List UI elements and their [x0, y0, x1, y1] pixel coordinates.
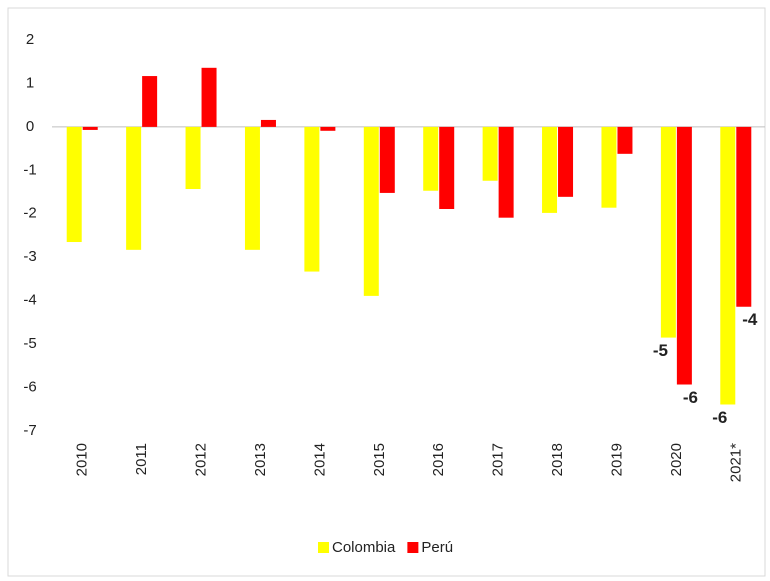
y-tick-label: 2	[26, 31, 34, 48]
x-tick-label: 2015	[371, 443, 388, 476]
bar	[736, 126, 752, 307]
x-tick-label: 2013	[252, 443, 269, 476]
y-tick-label: 0	[26, 118, 34, 135]
bar	[82, 126, 98, 130]
bar	[423, 126, 439, 191]
data-label: -4	[742, 310, 758, 329]
x-tick-label: 2017	[490, 443, 507, 476]
y-tick-label: -2	[23, 205, 36, 222]
y-tick-label: -3	[23, 248, 36, 265]
x-tick-label: 2012	[193, 443, 210, 476]
bar	[617, 126, 633, 154]
chart-frame	[7, 7, 766, 577]
bar	[304, 126, 320, 272]
legend-label: Perú	[421, 539, 453, 556]
legend-swatch	[407, 542, 419, 553]
bar	[601, 126, 617, 208]
x-tick-label: 2019	[608, 443, 625, 476]
bar	[244, 126, 260, 250]
y-tick-label: -1	[23, 161, 36, 178]
data-label: -5	[653, 341, 668, 360]
bar	[558, 126, 574, 197]
bar	[201, 67, 217, 127]
bar	[498, 126, 514, 218]
bar	[676, 126, 692, 385]
bar	[482, 126, 498, 181]
y-tick-label: -5	[23, 335, 36, 352]
bar	[126, 126, 142, 250]
bar	[542, 126, 558, 213]
data-label: -6	[683, 388, 698, 407]
legend-label: Colombia	[332, 539, 396, 556]
y-tick-label: 1	[26, 74, 34, 91]
x-tick-label: 2021*	[727, 443, 744, 482]
bar	[320, 126, 336, 131]
x-tick-label: 2014	[311, 443, 328, 476]
legend-swatch	[318, 542, 329, 553]
bar	[379, 126, 395, 193]
bar	[363, 126, 379, 296]
x-tick-label: 2020	[668, 443, 685, 476]
y-tick-label: -6	[23, 379, 36, 396]
bar	[66, 126, 82, 243]
x-tick-label: 2018	[549, 443, 566, 476]
bar	[439, 126, 455, 209]
bar	[142, 76, 158, 127]
bar	[260, 119, 276, 127]
x-tick-label: 2016	[430, 443, 447, 476]
bar	[660, 126, 676, 338]
y-tick-label: -7	[23, 422, 36, 439]
data-label: -6	[712, 408, 727, 427]
x-tick-label: 2010	[74, 443, 91, 476]
y-tick-label: -4	[23, 292, 36, 309]
bar	[720, 126, 736, 405]
x-tick-label: 2011	[133, 443, 150, 475]
bar	[185, 126, 201, 190]
